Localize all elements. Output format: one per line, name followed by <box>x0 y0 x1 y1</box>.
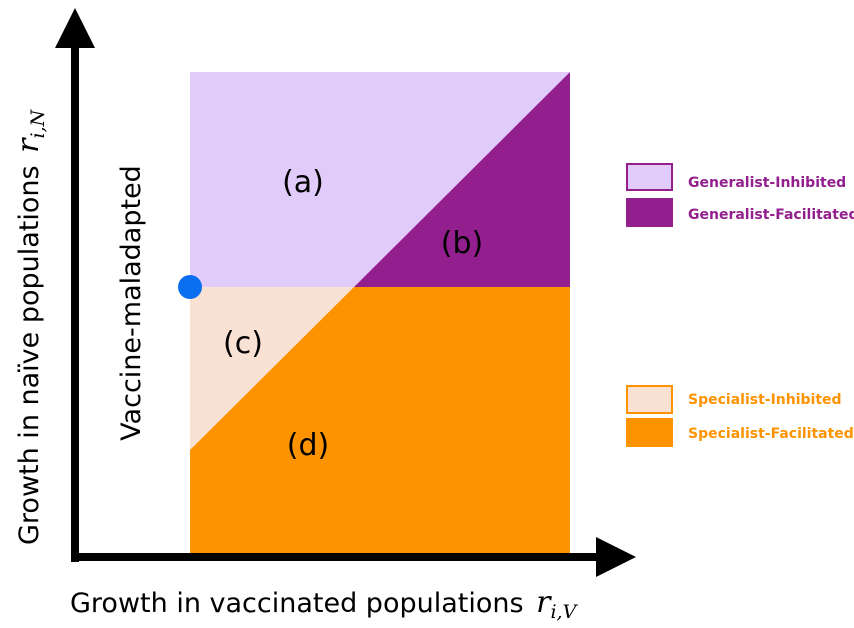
y-label: Growth in naïve populations <box>14 165 45 545</box>
y-axis-label: Growth in naïve populations ri,N <box>11 108 49 545</box>
region-label: (b) <box>441 226 483 261</box>
legend-swatch <box>626 418 673 447</box>
region-label: (a) <box>282 165 324 200</box>
x-axis-label: Growth in vaccinated populations ri,V <box>70 585 579 623</box>
legend-swatch <box>626 198 673 227</box>
annotation: Vaccine-maladapted <box>116 165 147 441</box>
legend-label: Specialist-Inhibited <box>688 392 842 408</box>
legend-label: Specialist-Facilitated <box>688 426 854 442</box>
x-symbol: r <box>536 585 552 620</box>
legend-label: Generalist-Inhibited <box>688 175 846 191</box>
region-label: (c) <box>223 326 263 361</box>
x-label: Growth in vaccinated populations <box>70 588 524 619</box>
region-b <box>354 72 570 287</box>
point <box>178 275 202 299</box>
region-label: (d) <box>287 428 329 463</box>
x-arrow <box>596 537 636 577</box>
region-d <box>190 287 570 557</box>
region-a <box>190 72 570 287</box>
x-subscript: i,V <box>550 601 578 623</box>
legend-swatch <box>626 385 673 414</box>
y-symbol: r <box>11 137 46 153</box>
legend-swatch <box>626 163 673 191</box>
y-subscript: i,N <box>27 108 49 138</box>
y-arrow <box>55 8 95 48</box>
legend-label: Generalist-Facilitated <box>688 207 854 223</box>
